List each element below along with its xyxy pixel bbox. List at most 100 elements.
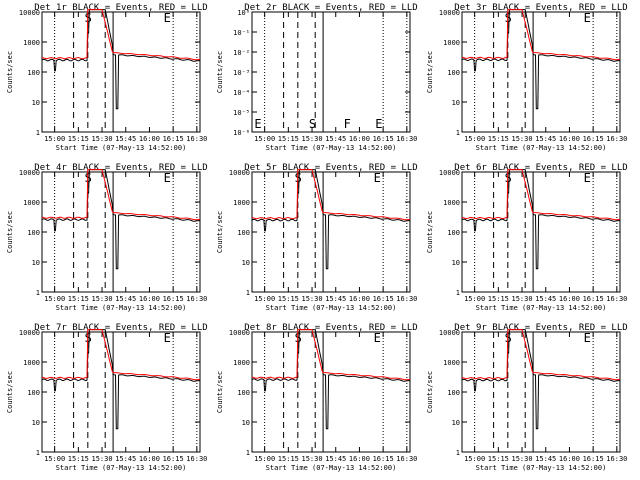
y-tick-label: 1 xyxy=(246,289,250,297)
x-tick-label: 15:30 xyxy=(92,455,113,463)
y-tick-label: 10000 xyxy=(229,329,250,337)
y-tick-label: 10⁻¹ xyxy=(233,29,250,37)
plot-frame xyxy=(251,11,411,133)
panel-title: Det 4r BLACK = Events, RED = LLD xyxy=(34,163,207,173)
y-tick-label: 1 xyxy=(456,289,460,297)
x-tick-label: 16:00 xyxy=(349,135,370,143)
x-tick-label: 15:00 xyxy=(44,135,65,143)
lld-series xyxy=(461,329,620,381)
plot-frame xyxy=(41,11,201,133)
panel-title: Det 7r BLACK = Events, RED = LLD xyxy=(34,323,207,333)
y-tick-label: 10 xyxy=(32,419,40,427)
y-tick-label: 100 xyxy=(447,69,460,77)
x-axis-label: Start Time (07-May-13 14:52:00) xyxy=(476,464,607,472)
x-tick-label: 15:15 xyxy=(278,455,299,463)
marker-label: S xyxy=(85,331,92,345)
x-tick-label: 15:45 xyxy=(535,455,556,463)
marker-label: E xyxy=(584,331,591,345)
detector-panel-9: Det 9r BLACK = Events, RED = LLD 1 10 100 10… xyxy=(426,323,628,472)
x-tick-label: 15:00 xyxy=(464,295,485,303)
x-tick-label: 16:15 xyxy=(163,135,184,143)
x-tick-label: 16:30 xyxy=(606,455,627,463)
y-tick-label: 10 xyxy=(242,259,250,267)
events-series xyxy=(41,9,201,110)
y-tick-label: 100 xyxy=(447,389,460,397)
y-tick-label: 1 xyxy=(456,449,460,457)
y-tick-label: 10 xyxy=(452,99,460,107)
marker-label: S xyxy=(309,117,316,131)
panel-title: Det 8r BLACK = Events, RED = LLD xyxy=(244,323,417,333)
plot-frame xyxy=(251,331,411,453)
lld-series xyxy=(41,329,200,381)
x-tick-label: 15:30 xyxy=(512,135,533,143)
x-axis-label: Start Time (07-May-13 14:52:00) xyxy=(266,144,397,152)
y-axis-label: Counts/sec xyxy=(216,371,224,413)
y-tick-label: 10000 xyxy=(19,329,40,337)
x-tick-label: 15:30 xyxy=(92,295,113,303)
x-tick-label: 16:30 xyxy=(186,455,207,463)
panel-title: Det 1r BLACK = Events, RED = LLD xyxy=(34,3,207,13)
x-tick-label: 16:00 xyxy=(559,135,580,143)
panel-title: Det 3r BLACK = Events, RED = LLD xyxy=(454,3,627,13)
x-tick-label: 15:45 xyxy=(325,135,346,143)
y-tick-label: 10⁻² xyxy=(233,49,250,57)
x-tick-label: 16:15 xyxy=(373,455,394,463)
lld-series xyxy=(251,329,410,381)
detector-panel-7: Det 7r BLACK = Events, RED = LLD 1 10 100 10… xyxy=(6,323,208,472)
panel-title: Det 9r BLACK = Events, RED = LLD xyxy=(454,323,627,333)
x-tick-label: 15:15 xyxy=(68,455,89,463)
y-tick-label: 10000 xyxy=(229,169,250,177)
x-tick-label: 15:15 xyxy=(488,295,509,303)
events-series xyxy=(251,169,411,270)
x-tick-label: 16:15 xyxy=(583,295,604,303)
marker-label: E xyxy=(164,11,171,25)
lld-series xyxy=(462,169,620,221)
marker-label: E xyxy=(164,331,171,345)
y-tick-label: 10 xyxy=(242,419,250,427)
x-tick-label: 16:30 xyxy=(186,135,207,143)
x-tick-label: 16:00 xyxy=(139,295,160,303)
y-tick-label: 1000 xyxy=(23,359,40,367)
y-tick-label: 100 xyxy=(237,229,250,237)
x-tick-label: 15:00 xyxy=(254,295,275,303)
x-tick-label: 15:00 xyxy=(254,135,275,143)
y-tick-label: 1000 xyxy=(23,39,40,47)
y-tick-label: 1000 xyxy=(23,199,40,207)
detector-panel-8: Det 8r BLACK = Events, RED = LLD 1 10 100 10… xyxy=(216,323,418,472)
y-tick-label: 10 xyxy=(32,99,40,107)
x-tick-label: 16:00 xyxy=(559,455,580,463)
x-tick-label: 16:30 xyxy=(396,135,417,143)
y-tick-label: 10 xyxy=(452,419,460,427)
y-tick-label: 10000 xyxy=(439,329,460,337)
events-series xyxy=(461,169,621,270)
y-tick-label: 1 xyxy=(36,289,40,297)
x-tick-label: 15:00 xyxy=(464,455,485,463)
marker-label: S xyxy=(505,11,512,25)
y-tick-label: 1 xyxy=(456,129,460,137)
x-axis-label: Start Time (07-May-13 14:52:00) xyxy=(56,144,187,152)
x-tick-label: 15:00 xyxy=(44,295,65,303)
y-tick-label: 100 xyxy=(237,389,250,397)
marker-label: E xyxy=(375,117,382,131)
plot-frame xyxy=(461,171,621,293)
x-tick-label: 16:15 xyxy=(163,295,184,303)
y-axis-label: Counts/sec xyxy=(216,211,224,253)
panel-title: Det 5r BLACK = Events, RED = LLD xyxy=(244,163,417,173)
x-tick-label: 16:15 xyxy=(583,135,604,143)
detector-panel-2: Det 2r BLACK = Events, RED = LLD 10⁻⁶ 10⁻⁵… xyxy=(216,3,418,152)
y-tick-label: 10000 xyxy=(19,9,40,17)
y-tick-label: 10000 xyxy=(439,169,460,177)
x-tick-label: 15:45 xyxy=(115,135,136,143)
x-axis-label: Start Time (07-May-13 14:52:00) xyxy=(476,304,607,312)
y-tick-label: 100 xyxy=(27,389,40,397)
y-axis-label: Counts/sec xyxy=(6,371,14,413)
events-series xyxy=(461,329,621,430)
marker-label: E xyxy=(254,117,261,131)
x-tick-label: 16:15 xyxy=(373,135,394,143)
x-tick-label: 15:00 xyxy=(464,135,485,143)
y-axis-label: Counts/sec xyxy=(426,371,434,413)
y-tick-label: 10 xyxy=(452,259,460,267)
y-axis-label: Counts/sec xyxy=(426,211,434,253)
x-tick-label: 16:30 xyxy=(396,455,417,463)
lld-series xyxy=(41,9,200,61)
